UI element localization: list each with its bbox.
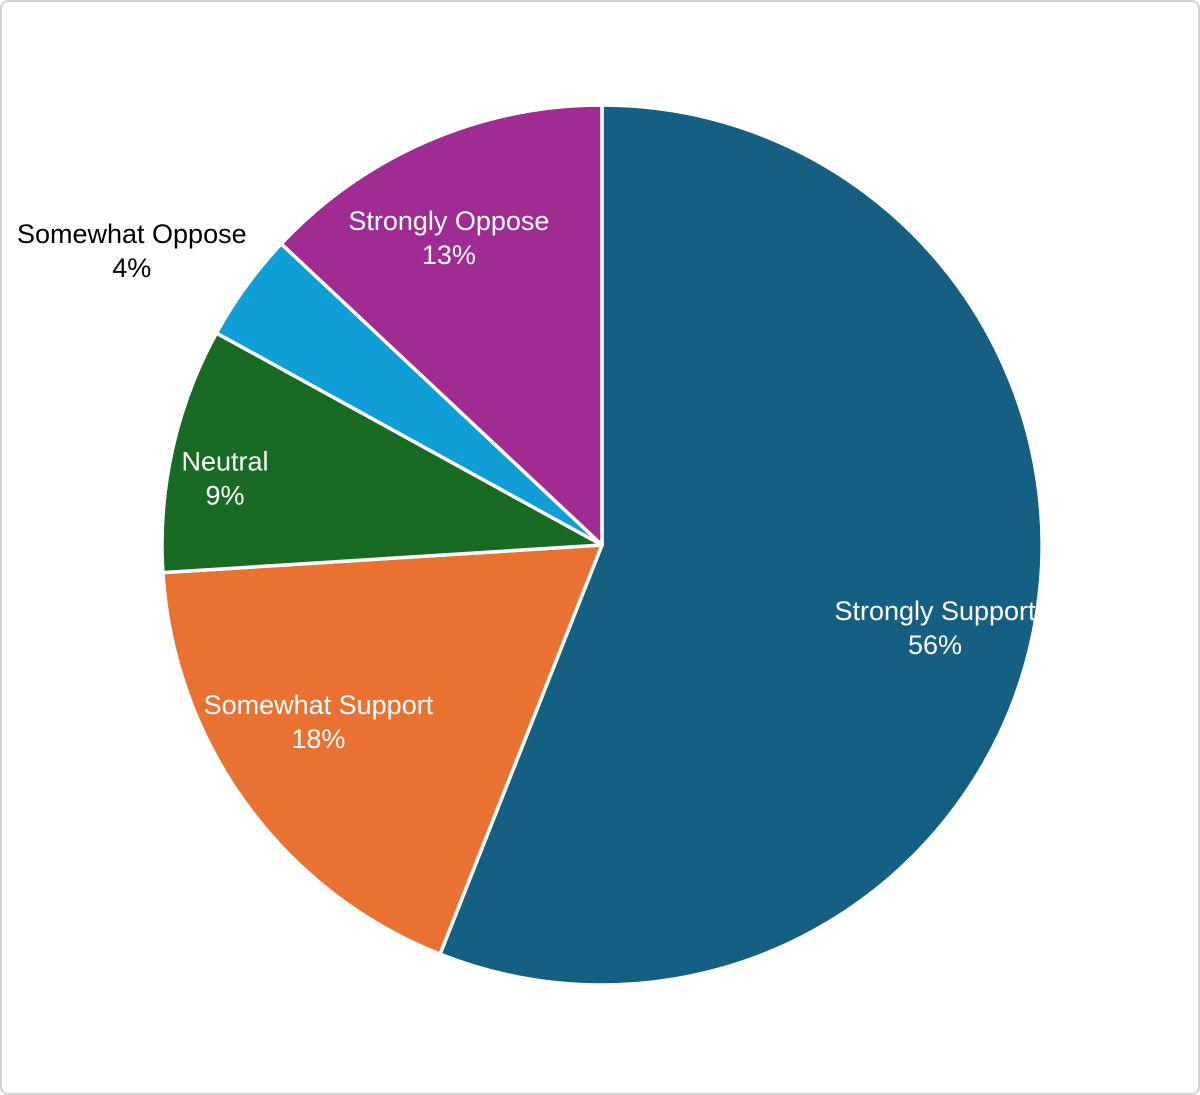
pie-label-category: Somewhat Support [204,690,434,720]
pie-label-category: Strongly Oppose [348,206,549,236]
pie-label-strongly-oppose: Strongly Oppose 13% [348,206,549,270]
pie-slice-somewhat-support [161,543,604,956]
pie-label-somewhat-oppose: Somewhat Oppose 4% [17,219,247,283]
pie-label-strongly-support: Strongly Support 56% [834,596,1036,660]
pie-label-neutral: Neutral 9% [181,447,268,511]
pie-label-value: 9% [205,481,244,511]
pie-label-category: Neutral [181,447,268,477]
pie-label-value: 13% [422,240,476,270]
pie-label-category: Strongly Support [834,596,1036,626]
pie-slice-strongly-oppose [279,103,604,547]
pie-slice-strongly-support [438,103,1044,987]
pie-label-value: 4% [112,253,151,283]
pie-slices-layer [160,103,1044,987]
pie-label-value: 56% [908,630,962,660]
pie-label-somewhat-support: Somewhat Support 18% [204,690,434,754]
pie-label-value: 18% [291,724,345,754]
pie-label-category: Somewhat Oppose [17,219,247,249]
pie-slice-neutral [160,331,604,575]
pie-labels-layer: Strongly Support 56% Somewhat Support 18% Ne… [17,206,1036,754]
